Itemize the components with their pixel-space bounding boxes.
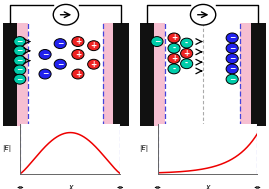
Text: −: − bbox=[42, 70, 48, 78]
Circle shape bbox=[226, 64, 238, 74]
Text: -: - bbox=[185, 59, 188, 68]
Text: −: − bbox=[17, 56, 23, 65]
Bar bbox=[3, 23, 17, 126]
Bar bbox=[154, 23, 165, 126]
Bar bbox=[113, 23, 129, 126]
Bar bbox=[250, 23, 266, 126]
Text: −: − bbox=[154, 37, 160, 46]
Circle shape bbox=[168, 43, 180, 53]
Text: -: - bbox=[172, 64, 176, 73]
Circle shape bbox=[14, 56, 26, 66]
Text: −: − bbox=[42, 50, 48, 59]
Text: -: - bbox=[172, 44, 176, 53]
Text: −: − bbox=[17, 46, 23, 55]
Text: +: + bbox=[91, 60, 97, 69]
Bar bbox=[102, 23, 113, 126]
Circle shape bbox=[180, 48, 193, 58]
Text: −: − bbox=[229, 44, 235, 53]
Text: +: + bbox=[183, 49, 190, 58]
Circle shape bbox=[53, 4, 79, 25]
Circle shape bbox=[226, 33, 238, 43]
Circle shape bbox=[168, 64, 180, 74]
Circle shape bbox=[14, 74, 26, 84]
Text: −: − bbox=[57, 60, 63, 69]
Text: +: + bbox=[171, 54, 177, 63]
Circle shape bbox=[14, 46, 26, 56]
Text: −: − bbox=[57, 39, 63, 48]
Text: x: x bbox=[68, 183, 73, 189]
Circle shape bbox=[72, 50, 84, 59]
Bar bbox=[240, 23, 250, 126]
Text: −: − bbox=[229, 75, 235, 84]
Text: −: − bbox=[229, 64, 235, 73]
Circle shape bbox=[226, 54, 238, 64]
Circle shape bbox=[39, 69, 51, 79]
Text: |E|: |E| bbox=[139, 145, 148, 152]
Text: −: − bbox=[229, 33, 235, 43]
Circle shape bbox=[226, 74, 238, 84]
Text: −: − bbox=[17, 37, 23, 46]
Circle shape bbox=[180, 59, 193, 69]
Text: +: + bbox=[91, 41, 97, 50]
Text: |E|: |E| bbox=[2, 145, 11, 152]
Text: +: + bbox=[75, 37, 81, 46]
Circle shape bbox=[72, 69, 84, 79]
Text: +: + bbox=[75, 70, 81, 78]
Circle shape bbox=[168, 54, 180, 64]
Text: +: + bbox=[171, 33, 177, 43]
Text: +: + bbox=[75, 50, 81, 59]
Text: x: x bbox=[205, 183, 210, 189]
Text: −: − bbox=[229, 54, 235, 63]
Text: −: − bbox=[17, 75, 23, 84]
Circle shape bbox=[190, 4, 216, 25]
Circle shape bbox=[88, 41, 100, 51]
Circle shape bbox=[168, 33, 180, 43]
Circle shape bbox=[88, 59, 100, 69]
Bar bbox=[17, 23, 28, 126]
Circle shape bbox=[14, 65, 26, 75]
Circle shape bbox=[226, 43, 238, 53]
Circle shape bbox=[151, 37, 163, 46]
Text: −: − bbox=[17, 65, 23, 74]
Circle shape bbox=[14, 37, 26, 46]
Circle shape bbox=[39, 50, 51, 59]
Circle shape bbox=[54, 59, 66, 69]
Bar bbox=[140, 23, 154, 126]
Circle shape bbox=[72, 37, 84, 46]
Text: -: - bbox=[185, 39, 188, 48]
Bar bbox=[165, 23, 240, 126]
Circle shape bbox=[54, 39, 66, 49]
Bar bbox=[28, 23, 102, 126]
Circle shape bbox=[180, 38, 193, 48]
